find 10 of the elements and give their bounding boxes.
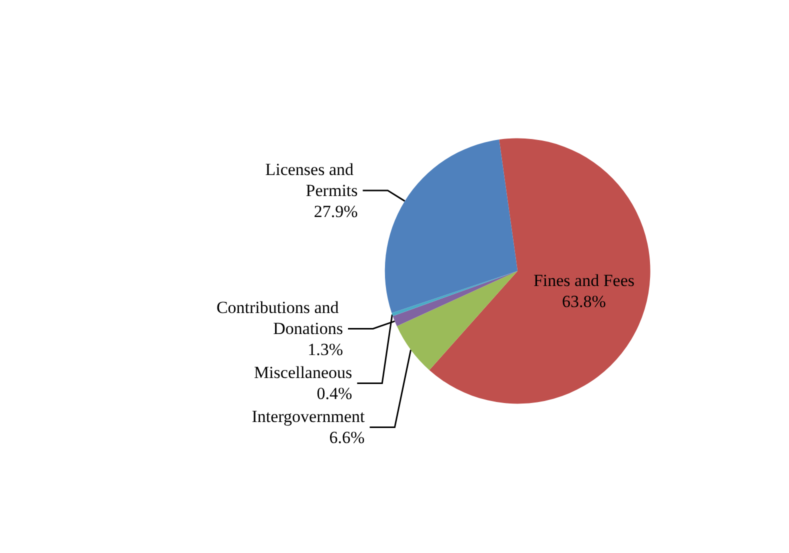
slice-label: Fines and Fees: [533, 271, 634, 290]
data-label: 1.3%: [308, 340, 344, 360]
data-label: 6.6%: [329, 428, 365, 448]
data-label: 27.9%: [314, 202, 358, 222]
data-label: 0.4%: [316, 384, 352, 404]
slice-label: Licenses and Permits: [265, 160, 358, 200]
data-label: 63.8%: [562, 292, 606, 312]
slice-label: Miscellaneous: [254, 363, 352, 382]
slice-label: Intergovernment: [252, 407, 365, 426]
slice-label: Contributions and Donations: [216, 298, 344, 338]
